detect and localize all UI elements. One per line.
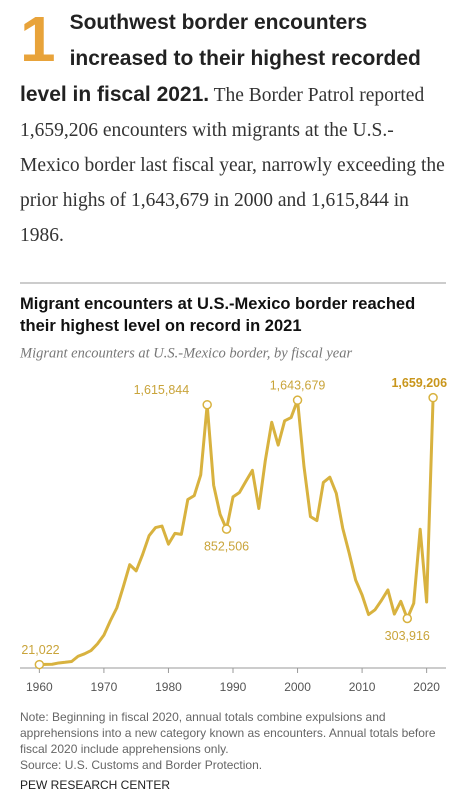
point-marker <box>402 613 413 624</box>
intro-body: The Border Patrol reported 1,659,206 enc… <box>20 85 445 246</box>
x-tick-label: 2000 <box>284 680 311 694</box>
point-marker <box>221 524 232 534</box>
headline: Southwest border encounters increased to… <box>20 11 421 106</box>
point-marker <box>202 399 212 410</box>
x-tick-label: 2020 <box>413 680 440 694</box>
intro: 1 Southwest border encounters increased … <box>20 6 450 254</box>
value-label: 1,659,206 <box>391 376 447 390</box>
value-label: 21,022 <box>21 643 59 657</box>
chart: Migrant encounters at U.S.-Mexico border… <box>19 282 447 792</box>
credit: PEW RESEARCH CENTER <box>20 778 170 792</box>
chart-subtitle: Migrant encounters at U.S.-Mexico border… <box>19 345 352 361</box>
source: Source: U.S. Customs and Border Protecti… <box>20 758 262 772</box>
data-line <box>39 397 435 667</box>
value-label: 852,506 <box>204 539 249 553</box>
x-tick-label: 1990 <box>220 680 247 694</box>
point-marker <box>292 395 303 405</box>
value-label: 303,916 <box>385 629 430 643</box>
chart-title-text: Migrant encounters at U.S.-Mexico border… <box>20 295 415 335</box>
x-tick-label: 1970 <box>91 680 118 694</box>
intro-number: 1 <box>20 3 56 75</box>
note-text: Note: Beginning in fiscal 2020, annual t… <box>20 710 436 756</box>
intro-text: Southwest border encounters increased to… <box>20 6 450 254</box>
x-tick-label: 1960 <box>26 680 53 694</box>
x-tick-label: 2010 <box>349 680 376 694</box>
value-label: 1,615,844 <box>134 383 190 397</box>
point-marker <box>34 659 45 670</box>
x-tick-label: 1980 <box>155 680 182 694</box>
point-marker <box>428 392 438 403</box>
note: Note: Beginning in fiscal 2020, annual t… <box>20 710 436 756</box>
value-label: 1,643,679 <box>270 378 326 392</box>
chart-title: Migrant encounters at U.S.-Mexico border… <box>20 295 415 335</box>
